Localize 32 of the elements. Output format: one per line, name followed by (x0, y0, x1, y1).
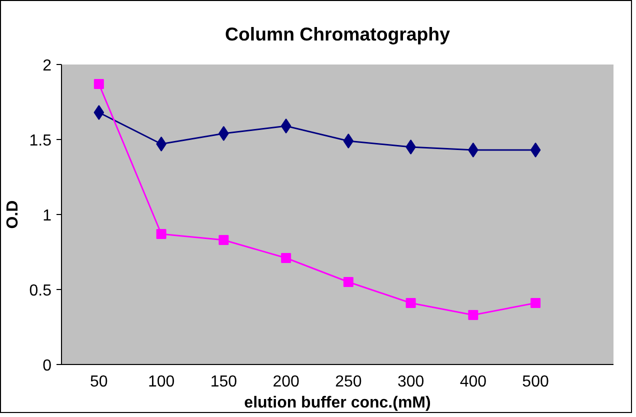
point (281, 253, 292, 263)
x-tick-label: 500 (522, 374, 549, 390)
y-tick-label: 1.5 (29, 132, 52, 150)
point (156, 136, 166, 152)
x-tick-label: 250 (335, 374, 362, 390)
x-tick-label: 200 (272, 374, 300, 390)
x-axis-title: elution buffer conc.(mM) (244, 394, 431, 412)
x-tick-label: 50 (90, 374, 108, 390)
chart-title: Column Chromatography (225, 24, 451, 44)
point (406, 140, 416, 154)
x-tick-label: 400 (460, 374, 487, 390)
x-tick-label: 150 (210, 374, 238, 390)
point (94, 105, 104, 120)
point (156, 229, 166, 239)
point (218, 235, 229, 245)
y-tick-label: 0 (42, 358, 52, 374)
y-tick-label: 1 (42, 208, 52, 224)
point (280, 118, 292, 134)
point (530, 142, 541, 158)
y-tick-label: 0.5 (29, 282, 52, 300)
x-tick-label: 100 (148, 374, 175, 390)
x-tick-label: 300 (397, 374, 424, 390)
point (468, 310, 478, 320)
point (530, 298, 541, 308)
y-tick-label: 2 (42, 58, 52, 74)
point (218, 126, 229, 141)
point (343, 134, 354, 148)
point (468, 142, 478, 158)
point (343, 277, 354, 287)
point (406, 298, 416, 308)
point (94, 79, 104, 89)
y-axis-title: O.D (4, 200, 22, 229)
